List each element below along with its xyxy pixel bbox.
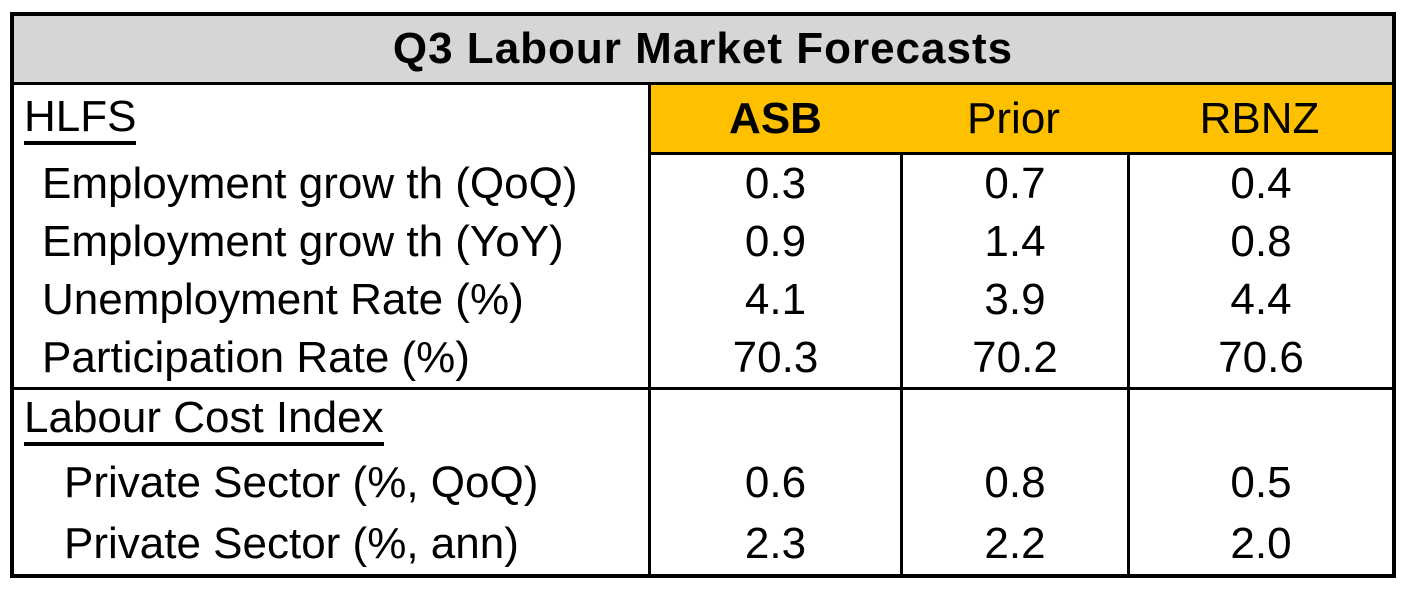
value-cell-rbnz: 4.4 (1127, 271, 1392, 329)
table-row-employment-yoy: Employment grow th (YoY) 0.9 1.4 0.8 (14, 213, 1392, 271)
section-heading-lci: Labour Cost Index (14, 390, 648, 452)
table-title: Q3 Labour Market Forecasts (14, 16, 1392, 85)
table-row-private-sector-qoq: Private Sector (%, QoQ) 0.6 0.8 0.5 (14, 452, 1392, 513)
section-heading-hlfs: HLFS (14, 85, 648, 155)
section-heading-hlfs-text: HLFS (24, 95, 137, 145)
forecast-table: Q3 Labour Market Forecasts HLFS ASB Prio… (10, 12, 1396, 578)
value-cell-asb: 0.9 (648, 213, 900, 271)
row-label: Unemployment Rate (%) (42, 275, 524, 324)
row-label: Private Sector (%, ann) (64, 518, 519, 568)
table-row-employment-qoq: Employment grow th (QoQ) 0.3 0.7 0.4 (14, 155, 1392, 213)
value-cell-rbnz: 0.8 (1127, 213, 1392, 271)
table-row-private-sector-ann: Private Sector (%, ann) 2.3 2.2 2.0 (14, 513, 1392, 574)
value-cell-asb: 0.6 (648, 452, 900, 513)
value-cell-rbnz: 70.6 (1127, 329, 1392, 387)
empty-value-cell (648, 390, 900, 452)
row-label: Participation Rate (%) (42, 333, 470, 382)
value-cell-rbnz: 0.5 (1127, 452, 1392, 513)
table-row-participation-rate: Participation Rate (%) 70.3 70.2 70.6 (14, 329, 1392, 387)
column-header-asb: ASB (729, 93, 822, 143)
value-cell-asb: 2.3 (648, 513, 900, 574)
value-cell-rbnz: 0.4 (1127, 155, 1392, 213)
column-header-rbnz: RBNZ (1199, 93, 1320, 143)
empty-value-cell (900, 390, 1127, 452)
column-header-prior: Prior (967, 93, 1060, 143)
row-label: Employment grow th (YoY) (42, 217, 564, 266)
header-row: HLFS ASB Prior RBNZ (14, 85, 1392, 155)
value-cell-asb: 0.3 (648, 155, 900, 213)
section-heading-row-lci: Labour Cost Index (14, 390, 1392, 452)
value-cell-rbnz: 2.0 (1127, 513, 1392, 574)
value-cell-prior: 0.7 (900, 155, 1127, 213)
row-label: Private Sector (%, QoQ) (64, 457, 539, 507)
section-heading-lci-text: Labour Cost Index (24, 396, 384, 446)
column-header-band: ASB Prior RBNZ (648, 85, 1392, 155)
empty-value-cell (1127, 390, 1392, 452)
value-cell-prior: 0.8 (900, 452, 1127, 513)
value-cell-prior: 3.9 (900, 271, 1127, 329)
section-divider (14, 387, 1392, 390)
table-row-unemployment-rate: Unemployment Rate (%) 4.1 3.9 4.4 (14, 271, 1392, 329)
table-title-text: Q3 Labour Market Forecasts (392, 24, 1014, 73)
value-cell-prior: 70.2 (900, 329, 1127, 387)
value-cell-prior: 1.4 (900, 213, 1127, 271)
row-label: Employment grow th (QoQ) (42, 159, 578, 208)
value-cell-prior: 2.2 (900, 513, 1127, 574)
value-cell-asb: 4.1 (648, 271, 900, 329)
value-cell-asb: 70.3 (648, 329, 900, 387)
